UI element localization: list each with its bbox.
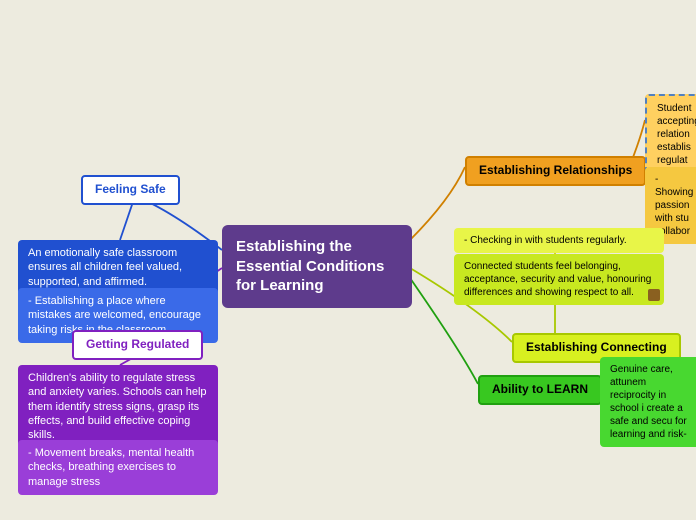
feeling-safe-title[interactable]: Feeling Safe bbox=[81, 175, 180, 205]
feeling-safe-description[interactable]: An emotionally safe classroom ensures al… bbox=[18, 240, 218, 295]
check-in-note[interactable]: - Checking in with students regularly. bbox=[454, 228, 664, 253]
central-node[interactable]: Establishing the Essential Conditions fo… bbox=[222, 225, 412, 308]
getting-regulated-title[interactable]: Getting Regulated bbox=[72, 330, 203, 360]
relationships-box-1[interactable]: Student accepting relation establis regu… bbox=[645, 94, 696, 175]
connecting-desc-text: Connected students feel belonging, accep… bbox=[464, 261, 651, 298]
ability-learn-title[interactable]: Ability to LEARN bbox=[478, 375, 602, 405]
getting-regulated-sub[interactable]: - Movement breaks, mental health checks,… bbox=[18, 440, 218, 495]
connecting-description[interactable]: Connected students feel belonging, accep… bbox=[454, 254, 664, 305]
getting-regulated-description[interactable]: Children's ability to regulate stress an… bbox=[18, 365, 218, 448]
attachment-icon[interactable] bbox=[648, 289, 660, 301]
ability-learn-description[interactable]: Genuine care, attunem reciprocity in sch… bbox=[600, 357, 696, 447]
establishing-relationships-title[interactable]: Establishing Relationships bbox=[465, 156, 646, 186]
